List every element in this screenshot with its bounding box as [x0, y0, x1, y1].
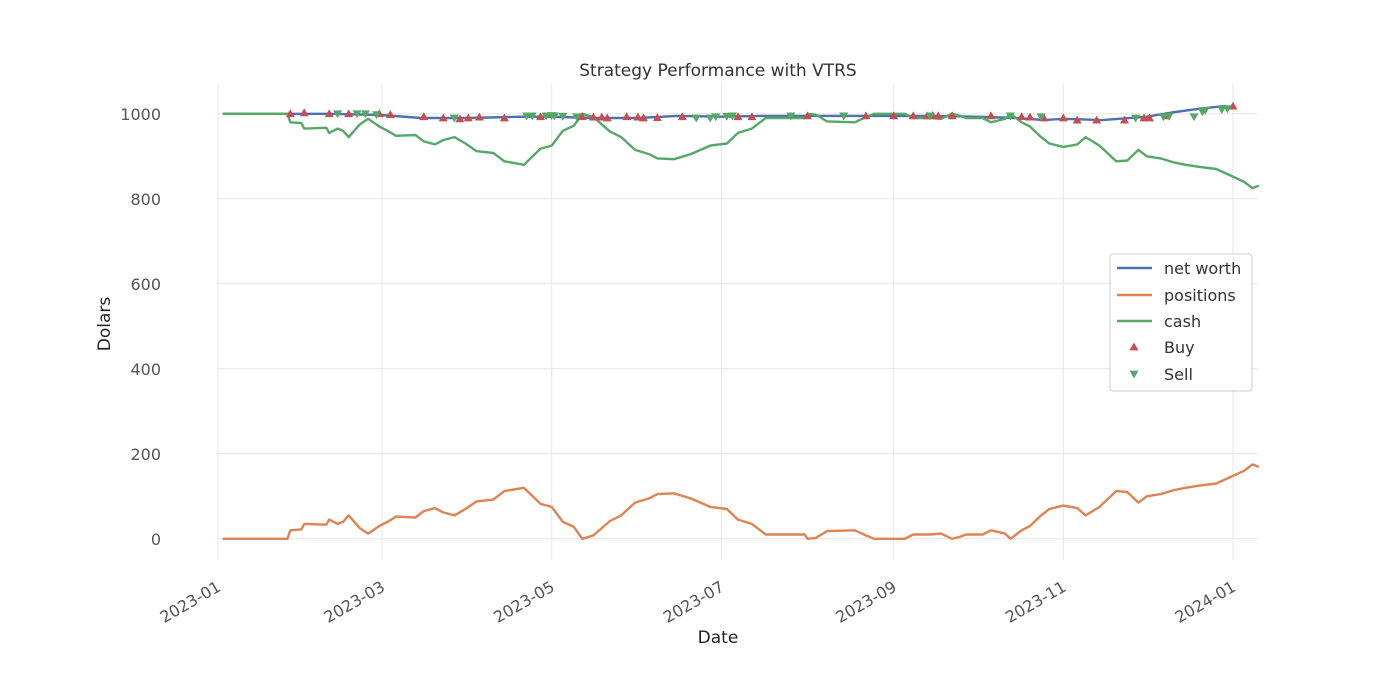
x-tick-label: 2023-01 [157, 577, 224, 627]
sell-marker [722, 112, 732, 121]
sell-marker [1222, 105, 1232, 114]
x-axis-ticks: 2023-01 2023-03 2023-05 2023-07 2023-09 2023-… [157, 577, 1239, 627]
y-tick-label: 1000 [120, 105, 161, 124]
buy-marker [577, 112, 587, 121]
sell-marker [839, 112, 849, 121]
sell-marker [705, 114, 715, 123]
sell-marker [1006, 112, 1016, 121]
sell-marker [786, 112, 796, 121]
buy-marker [908, 111, 918, 120]
legend-label-cash: cash [1164, 312, 1201, 331]
buy-marker [602, 113, 612, 122]
sell-marker [558, 112, 568, 121]
y-axis-ticks: 0 200 400 600 800 1000 [120, 105, 161, 549]
sell-marker [1158, 113, 1168, 122]
series-lines [222, 104, 1260, 540]
y-tick-label: 800 [130, 190, 161, 209]
buy-marker [474, 112, 484, 121]
buy-marker [1120, 115, 1130, 124]
sell-marker [549, 112, 559, 121]
legend-frame [1109, 253, 1253, 392]
buy-marker [299, 108, 309, 117]
x-tick-label: 2023-09 [832, 577, 899, 627]
buy-marker [1025, 112, 1035, 121]
series-line-cash [222, 112, 1260, 190]
sell-marker [1036, 113, 1046, 122]
buy-marker [1072, 115, 1082, 124]
buy-marker [419, 112, 429, 121]
sell-marker [1217, 106, 1227, 114]
legend-label-net-worth: net worth [1164, 259, 1241, 278]
x-tick-label: 2023-03 [321, 577, 388, 627]
buy-marker [285, 109, 295, 118]
buy-marker [1145, 113, 1155, 122]
y-tick-label: 400 [130, 360, 161, 379]
sell-marker [360, 110, 370, 119]
buy-marker [344, 109, 354, 118]
sell-marker [372, 111, 382, 120]
x-tick-label: 2023-05 [490, 577, 557, 627]
x-tick-label: 2023-07 [660, 577, 727, 627]
chart-title: Strategy Performance with VTRS [579, 61, 856, 81]
x-tick-label: 2024-01 [1172, 577, 1239, 627]
y-tick-label: 200 [130, 445, 161, 464]
legend: net worth positions cash Buy Sell [1109, 253, 1253, 392]
buy-marker [638, 113, 648, 122]
buy-marker [588, 112, 598, 121]
buy-marker [933, 111, 943, 120]
y-tick-label: 0 [151, 530, 161, 549]
buy-marker [536, 112, 546, 121]
buy-marker [499, 113, 509, 122]
series-line-positions [222, 463, 1260, 540]
legend-label-sell: Sell [1164, 365, 1193, 384]
sell-marker [352, 110, 362, 119]
legend-swatch-sell [1129, 370, 1139, 379]
sell-marker [727, 112, 737, 121]
buy-marker [1017, 112, 1027, 121]
buy-marker [324, 109, 334, 118]
sell-marker [449, 114, 459, 123]
sell-marker [711, 113, 721, 122]
grid [217, 84, 1258, 560]
buy-marker [622, 112, 632, 121]
sell-marker [572, 113, 582, 122]
buy-marker [747, 112, 757, 121]
y-axis-label: Dolars [95, 297, 115, 352]
x-tick-label: 2023-11 [1002, 577, 1069, 627]
buy-marker [861, 111, 871, 120]
sell-marker [1131, 114, 1141, 123]
sell-marker [333, 110, 343, 119]
buy-marker [438, 113, 448, 122]
sell-marker [1164, 112, 1174, 121]
buy-marker [889, 111, 899, 120]
legend-label-positions: positions [1164, 286, 1236, 305]
buy-marker [1228, 101, 1238, 110]
buy-marker [597, 112, 607, 121]
sell-marker [1200, 106, 1210, 115]
trade-markers [285, 101, 1238, 124]
sell-marker [527, 112, 537, 121]
sell-marker [1189, 113, 1199, 122]
buy-marker [803, 111, 813, 120]
buy-marker [385, 110, 395, 118]
y-tick-label: 600 [130, 275, 161, 294]
sell-marker [541, 112, 551, 121]
buy-marker [455, 114, 465, 123]
buy-marker [652, 113, 662, 121]
buy-marker [986, 111, 996, 120]
buy-marker [463, 113, 473, 122]
buy-marker [947, 111, 957, 120]
sell-marker [925, 112, 935, 121]
legend-swatch-buy [1129, 342, 1139, 351]
legend-label-buy: Buy [1164, 338, 1195, 357]
x-axis-label: Date [698, 628, 739, 648]
buy-marker [1092, 115, 1102, 124]
buy-marker [733, 112, 743, 121]
buy-marker [677, 112, 687, 121]
sell-marker [691, 114, 701, 123]
buy-marker [1058, 113, 1068, 122]
buy-marker [633, 112, 643, 121]
